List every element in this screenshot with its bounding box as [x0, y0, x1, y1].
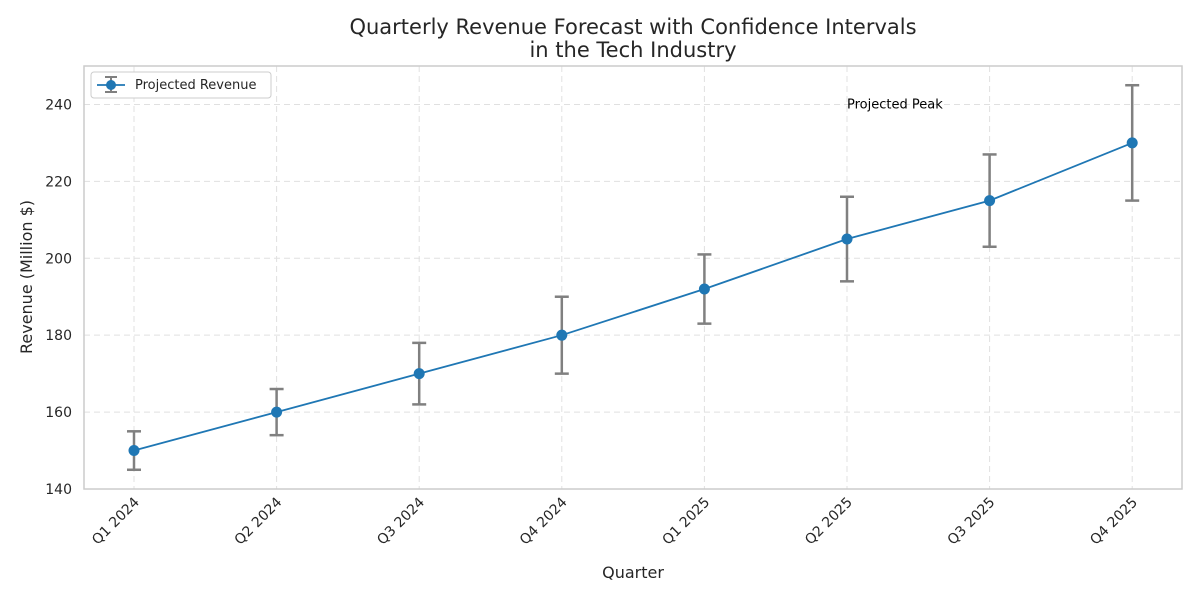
- data-point: [1126, 137, 1138, 149]
- data-point: [984, 195, 996, 207]
- legend-marker-swatch: [106, 80, 116, 90]
- data-point: [556, 329, 568, 341]
- series-line: [133, 142, 1133, 452]
- y-tick-label: 220: [45, 174, 72, 190]
- chart-title-line-2: in the Tech Industry: [529, 38, 736, 62]
- legend: Projected Revenue: [90, 71, 272, 99]
- data-point: [698, 283, 710, 295]
- y-tick-label: 240: [45, 97, 72, 113]
- data-point: [128, 445, 140, 457]
- annotation-projected-peak: Projected Peak: [847, 97, 943, 112]
- legend-label: Projected Revenue: [135, 78, 256, 93]
- x-axis-label: Quarter: [602, 563, 664, 582]
- chart-title-line-1: Quarterly Revenue Forecast with Confiden…: [349, 15, 916, 39]
- y-tick-label: 140: [45, 482, 72, 498]
- plot-frame: [83, 65, 1183, 490]
- y-tick-label: 180: [45, 328, 72, 344]
- data-point: [841, 233, 853, 245]
- legend-box: [90, 71, 272, 99]
- data-point: [271, 406, 283, 418]
- data-point: [413, 368, 425, 380]
- y-tick-label: 200: [45, 251, 72, 267]
- y-axis-label: Revenue (Million $): [17, 200, 36, 354]
- y-tick-label: 160: [45, 405, 72, 421]
